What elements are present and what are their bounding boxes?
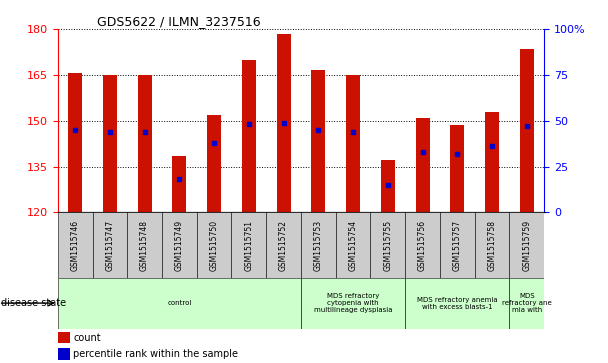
Text: GSM1515754: GSM1515754 xyxy=(348,220,358,270)
Text: GSM1515750: GSM1515750 xyxy=(210,220,219,270)
Text: GSM1515756: GSM1515756 xyxy=(418,220,427,270)
FancyBboxPatch shape xyxy=(232,212,266,278)
Text: percentile rank within the sample: percentile rank within the sample xyxy=(74,349,238,359)
FancyBboxPatch shape xyxy=(510,278,544,329)
Bar xyxy=(416,118,429,212)
Bar xyxy=(381,160,395,212)
FancyBboxPatch shape xyxy=(336,212,370,278)
FancyBboxPatch shape xyxy=(301,212,336,278)
Bar xyxy=(58,348,70,359)
Text: GSM1515753: GSM1515753 xyxy=(314,220,323,270)
Text: GSM1515755: GSM1515755 xyxy=(383,220,392,270)
Text: control: control xyxy=(167,300,192,306)
FancyBboxPatch shape xyxy=(510,212,544,278)
Text: MDS refractory anemia
with excess blasts-1: MDS refractory anemia with excess blasts… xyxy=(417,297,497,310)
Text: GSM1515757: GSM1515757 xyxy=(453,220,462,270)
Text: disease state: disease state xyxy=(1,298,66,308)
Text: GDS5622 / ILMN_3237516: GDS5622 / ILMN_3237516 xyxy=(97,15,260,28)
FancyBboxPatch shape xyxy=(370,212,405,278)
Bar xyxy=(207,115,221,212)
FancyBboxPatch shape xyxy=(127,212,162,278)
FancyBboxPatch shape xyxy=(162,212,197,278)
Text: GSM1515748: GSM1515748 xyxy=(140,220,149,270)
FancyBboxPatch shape xyxy=(197,212,232,278)
Text: count: count xyxy=(74,333,101,343)
FancyBboxPatch shape xyxy=(405,212,440,278)
Text: MDS refractory
cytopenia with
multilineage dysplasia: MDS refractory cytopenia with multilinea… xyxy=(314,293,392,313)
FancyBboxPatch shape xyxy=(92,212,127,278)
Bar xyxy=(103,75,117,212)
Bar xyxy=(485,111,499,212)
Text: GSM1515752: GSM1515752 xyxy=(279,220,288,270)
Bar xyxy=(137,75,151,212)
FancyBboxPatch shape xyxy=(440,212,475,278)
Bar xyxy=(242,60,256,212)
Text: MDS
refractory ane
mia with: MDS refractory ane mia with xyxy=(502,293,551,313)
Text: GSM1515747: GSM1515747 xyxy=(105,220,114,270)
Bar xyxy=(58,332,70,343)
FancyBboxPatch shape xyxy=(475,212,510,278)
Bar xyxy=(173,156,186,212)
FancyBboxPatch shape xyxy=(266,212,301,278)
Bar xyxy=(311,70,325,212)
Bar xyxy=(68,73,82,212)
Bar xyxy=(451,125,465,212)
FancyBboxPatch shape xyxy=(58,278,301,329)
FancyBboxPatch shape xyxy=(405,278,510,329)
Text: GSM1515759: GSM1515759 xyxy=(522,220,531,270)
Bar xyxy=(277,34,291,212)
FancyBboxPatch shape xyxy=(58,212,92,278)
Text: GSM1515749: GSM1515749 xyxy=(175,220,184,270)
Text: GSM1515751: GSM1515751 xyxy=(244,220,254,270)
Text: GSM1515758: GSM1515758 xyxy=(488,220,497,270)
Bar xyxy=(346,75,360,212)
FancyBboxPatch shape xyxy=(301,278,405,329)
Text: GSM1515746: GSM1515746 xyxy=(71,220,80,270)
Bar xyxy=(520,49,534,212)
